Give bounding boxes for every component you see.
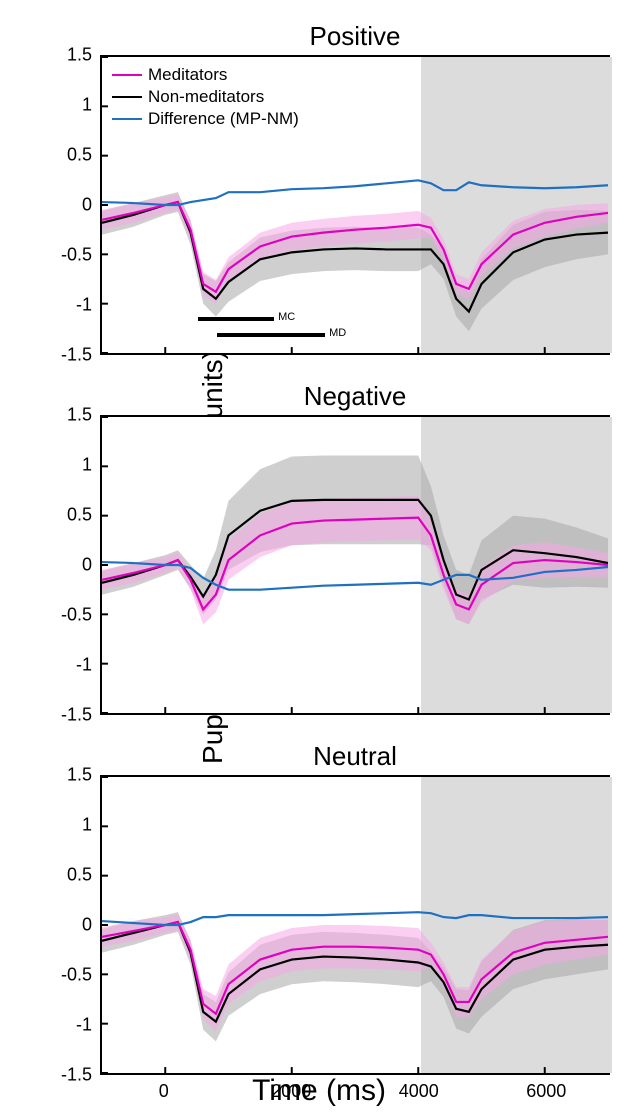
plot-area: MC MD MeditatorsNon-meditatorsDifference (… bbox=[100, 55, 610, 355]
y-tick-label: 1 bbox=[82, 815, 92, 836]
panel-title: Positive bbox=[309, 21, 400, 52]
legend-swatch bbox=[112, 74, 142, 76]
plot-area bbox=[100, 415, 610, 715]
x-tick-label: 6000 bbox=[526, 1081, 566, 1102]
panel-title: Neutral bbox=[313, 741, 397, 772]
y-tick-label: 0.5 bbox=[67, 145, 92, 166]
y-tick-label: -1 bbox=[76, 655, 92, 676]
significance-label-mc: MC bbox=[278, 311, 295, 323]
figure-root: Pupil Diameter (normalized units) Time (… bbox=[0, 0, 638, 1114]
y-tick-label: -0.5 bbox=[61, 605, 92, 626]
y-tick-label: -1.5 bbox=[61, 705, 92, 726]
y-tick-label: 1.5 bbox=[67, 765, 92, 786]
nonmed-band bbox=[102, 192, 608, 331]
y-tick-label: -1.5 bbox=[61, 1065, 92, 1086]
x-tick-label: 0 bbox=[159, 1081, 169, 1102]
legend-swatch bbox=[112, 118, 142, 120]
y-tick-label: -1 bbox=[76, 295, 92, 316]
panel-title: Negative bbox=[304, 381, 407, 412]
legend-label: Non-meditators bbox=[148, 87, 264, 107]
legend-label: Meditators bbox=[148, 65, 227, 85]
y-tick-label: -0.5 bbox=[61, 965, 92, 986]
y-tick-label: 0.5 bbox=[67, 865, 92, 886]
y-tick-label: 1 bbox=[82, 95, 92, 116]
significance-bar-mc bbox=[198, 317, 275, 321]
y-tick-label: 0 bbox=[82, 195, 92, 216]
panel-positive: PositiveMCMDMeditatorsNon-meditatorsDiff… bbox=[100, 55, 610, 355]
y-tick-label: 1 bbox=[82, 455, 92, 476]
legend-swatch bbox=[112, 96, 142, 98]
significance-bar-md bbox=[217, 333, 325, 337]
y-tick-label: 1.5 bbox=[67, 45, 92, 66]
x-tick-label: 4000 bbox=[399, 1081, 439, 1102]
plot-svg bbox=[102, 777, 608, 1073]
y-tick-label: -1 bbox=[76, 1015, 92, 1036]
legend: MeditatorsNon-meditatorsDifference (MP-N… bbox=[112, 65, 299, 131]
y-tick-label: -0.5 bbox=[61, 245, 92, 266]
legend-label: Difference (MP-NM) bbox=[148, 109, 299, 129]
significance-label-md: MD bbox=[329, 327, 346, 339]
plot-area bbox=[100, 775, 610, 1075]
plot-svg bbox=[102, 417, 608, 713]
y-tick-label: 0.5 bbox=[67, 505, 92, 526]
legend-item: Meditators bbox=[112, 65, 299, 85]
x-tick-label: 2000 bbox=[271, 1081, 311, 1102]
legend-item: Non-meditators bbox=[112, 87, 299, 107]
panel-neutral: Neutral-1.5-1-0.500.511.50200040006000 bbox=[100, 775, 610, 1075]
legend-item: Difference (MP-NM) bbox=[112, 109, 299, 129]
y-tick-label: 0 bbox=[82, 915, 92, 936]
y-tick-label: 0 bbox=[82, 555, 92, 576]
y-tick-label: -1.5 bbox=[61, 345, 92, 366]
panel-negative: Negative-1.5-1-0.500.511.5 bbox=[100, 415, 610, 715]
y-tick-label: 1.5 bbox=[67, 405, 92, 426]
